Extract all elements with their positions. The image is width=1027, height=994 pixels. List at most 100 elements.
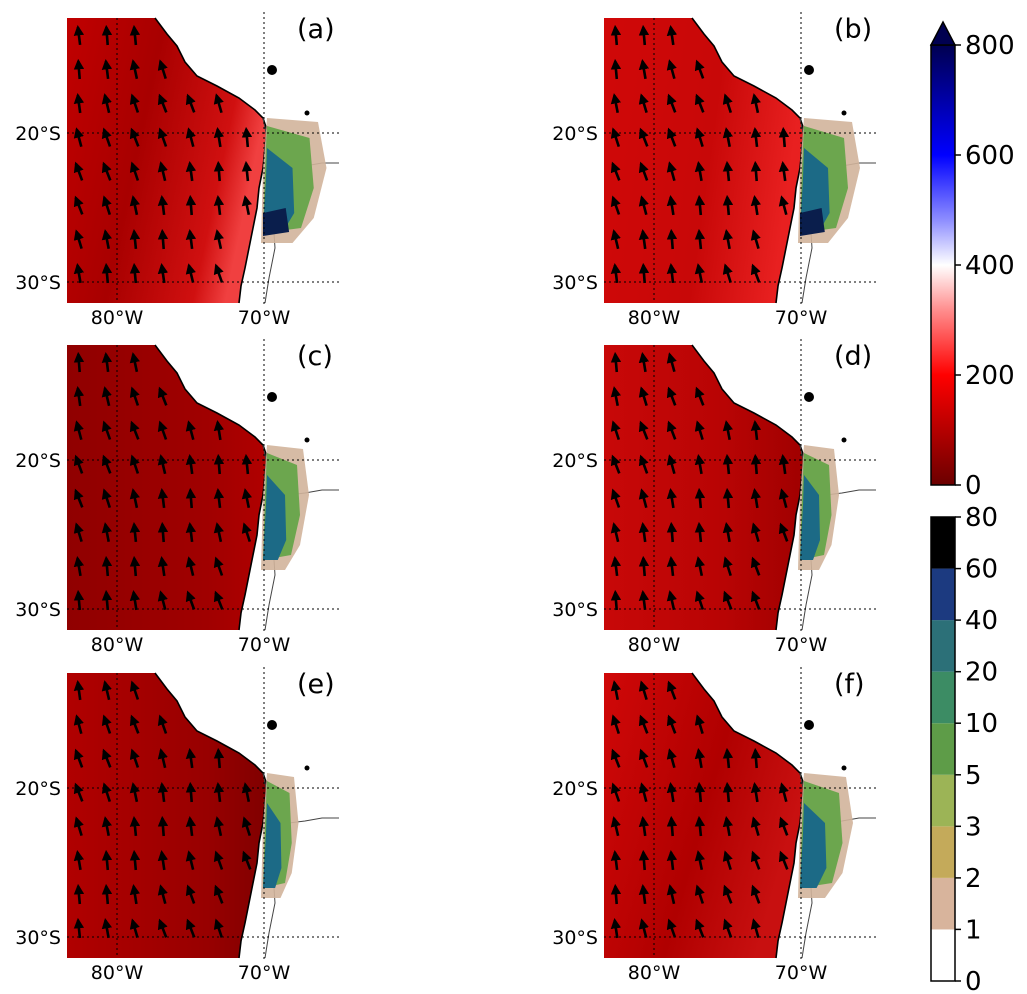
colorbar-bottom-level (931, 826, 955, 878)
wind-arrow (129, 127, 140, 147)
wind-arrow (722, 93, 733, 114)
colorbar-top-tick-label: 400 (965, 251, 1015, 281)
wind-arrow (157, 488, 169, 509)
lake-marker (267, 392, 277, 402)
wind-arrow (750, 816, 761, 836)
wind-arrow (750, 195, 762, 216)
wind-arrow (157, 748, 168, 769)
lake-marker (804, 65, 814, 75)
colorbar-bottom-level (931, 723, 955, 775)
wind-arrow (694, 918, 705, 938)
wind-vectors (73, 351, 253, 611)
wind-arrow (157, 59, 168, 79)
wind-arrow (778, 816, 789, 836)
wind-arrow (638, 555, 650, 577)
map-panel-b: 20°S 30°S 80°W 70°W (b) (552, 12, 877, 329)
wind-arrow (638, 59, 650, 80)
wind-arrow (185, 850, 196, 871)
wind-arrow (638, 782, 649, 803)
wind-arrow (101, 714, 112, 734)
wind-arrow (610, 263, 622, 284)
wind-arrow (750, 747, 762, 769)
wind-arrow (666, 420, 677, 440)
colorbar-bottom-tick-label: 60 (965, 555, 998, 585)
lon-tick-label: 80°W (91, 634, 144, 656)
colorbar-bottom-frame (930, 516, 956, 982)
wind-arrow (241, 782, 252, 803)
wind-arrow (73, 782, 84, 802)
wind-vectors (73, 24, 253, 284)
wind-arrow (638, 195, 649, 216)
wind-arrow (750, 229, 761, 249)
wind-arrow (694, 93, 705, 113)
wind-arrow (694, 781, 706, 803)
wind-arrow (750, 556, 761, 576)
wind-arrow (129, 454, 140, 474)
wind-arrow (73, 161, 84, 181)
wind-arrow (101, 229, 112, 250)
wind-arrow (101, 195, 112, 216)
wind-arrow (157, 884, 168, 905)
colorbar-bottom-tick-label: 2 (965, 864, 982, 894)
wind-arrow (666, 714, 677, 734)
wind-arrow (73, 714, 84, 735)
wind-arrow (610, 488, 621, 508)
wind-arrow (241, 160, 253, 182)
wind-arrow (610, 782, 621, 802)
precipitation-field (261, 445, 309, 570)
wind-arrow (722, 160, 734, 182)
wind-arrow (750, 93, 761, 114)
lon-tick-label: 80°W (91, 307, 144, 329)
wind-arrow (213, 747, 225, 769)
wind-arrow (129, 714, 140, 734)
wind-arrow (213, 127, 225, 148)
lon-tick-label: 80°W (91, 962, 144, 984)
wind-arrow (666, 488, 678, 509)
wind-arrow (185, 229, 197, 250)
wind-arrow (750, 263, 761, 283)
precipitation-field (798, 445, 839, 570)
wind-arrow (722, 420, 733, 441)
map-panel-c: 20°S 30°S 80°W 70°W (c) (15, 339, 340, 656)
lake-marker (804, 720, 814, 730)
colorbar-bottom: 0 1 2 3 5 10 20 40 60 80 (930, 503, 998, 994)
precip-high-area (800, 475, 820, 560)
wind-arrow (185, 918, 196, 938)
wind-vectors (610, 24, 790, 284)
wind-arrow (213, 263, 224, 283)
wind-arrow (101, 386, 112, 407)
wind-arrow (638, 918, 649, 939)
wind-arrow (185, 816, 197, 837)
wind-arrow (694, 161, 706, 182)
wind-arrow (694, 590, 705, 610)
wind-arrow (101, 748, 112, 768)
precip-max-area (263, 208, 290, 236)
panel-label: (f) (834, 669, 865, 700)
wind-arrow (638, 590, 650, 611)
wind-arrow (694, 556, 705, 577)
lake-marker (304, 437, 310, 443)
wind-arrow (610, 883, 622, 905)
wind-arrow (666, 556, 678, 577)
wind-arrow (157, 161, 168, 182)
wind-arrow (666, 782, 678, 803)
wind-arrow (129, 488, 140, 509)
lake-marker (841, 110, 847, 116)
wind-arrow (157, 386, 168, 406)
lon-tick-label: 70°W (238, 962, 291, 984)
wind-arrow (129, 884, 141, 905)
wind-arrow (101, 454, 112, 474)
panel-label: (b) (834, 14, 872, 45)
wind-arrow (213, 884, 224, 904)
wind-arrow (722, 263, 733, 283)
wind-arrow (185, 93, 196, 113)
wind-arrow (157, 918, 168, 938)
wind-arrow (694, 454, 706, 475)
colorbar-bottom-level (931, 929, 955, 981)
wind-arrow (722, 127, 733, 148)
wind-arrow (694, 714, 705, 734)
wind-arrow (610, 748, 621, 768)
lat-tick-label: 30°S (552, 599, 598, 621)
wind-arrow (129, 24, 141, 46)
